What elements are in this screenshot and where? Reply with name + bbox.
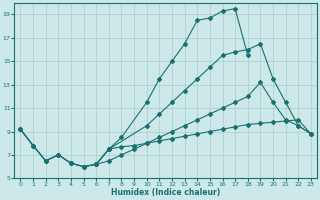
X-axis label: Humidex (Indice chaleur): Humidex (Indice chaleur) xyxy=(111,188,220,197)
